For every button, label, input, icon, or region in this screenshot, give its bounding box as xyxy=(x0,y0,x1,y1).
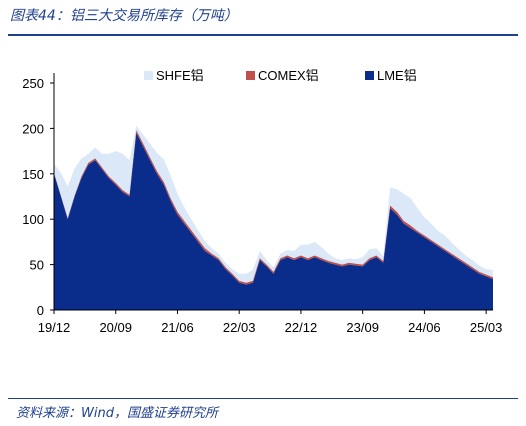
figure-title: 图表44：铝三大交易所库存（万吨） xyxy=(10,8,238,24)
top-rule xyxy=(8,34,518,36)
x-tick-label: 24/06 xyxy=(408,320,441,335)
x-tick-label: 19/12 xyxy=(38,320,71,335)
legend-swatch xyxy=(365,71,374,80)
x-tick-label: 21/06 xyxy=(161,320,194,335)
chart-legend: SHFE铝 COMEX铝 LME铝 xyxy=(144,68,417,83)
legend-label: LME铝 xyxy=(377,68,417,83)
chart-axes: 0 50 100 150 200 250 19/12 20/09 21/06 22/03 22/12… xyxy=(22,73,502,335)
area-layers xyxy=(54,125,493,310)
legend-swatch xyxy=(246,71,255,80)
x-tick-label: 22/12 xyxy=(285,320,318,335)
area-LME铝 xyxy=(54,132,493,310)
legend-label: COMEX铝 xyxy=(258,68,319,83)
y-tick-label: 50 xyxy=(30,258,44,273)
x-tick-label: 25/03 xyxy=(470,320,503,335)
x-tick-label: 20/09 xyxy=(99,320,132,335)
y-tick-label: 100 xyxy=(22,212,44,227)
area-SHFE铝 xyxy=(54,125,493,283)
source-note: 资料来源：Wind，国盛证券研究所 xyxy=(16,406,218,421)
x-tick-label: 23/09 xyxy=(346,320,379,335)
y-tick-label: 150 xyxy=(22,167,44,182)
x-tick-label: 22/03 xyxy=(223,320,256,335)
y-tick-label: 0 xyxy=(37,303,44,318)
legend-label: SHFE铝 xyxy=(156,68,204,83)
bottom-rule xyxy=(8,398,518,399)
legend-swatch xyxy=(144,71,153,80)
y-tick-label: 200 xyxy=(22,121,44,136)
y-tick-label: 250 xyxy=(22,76,44,91)
